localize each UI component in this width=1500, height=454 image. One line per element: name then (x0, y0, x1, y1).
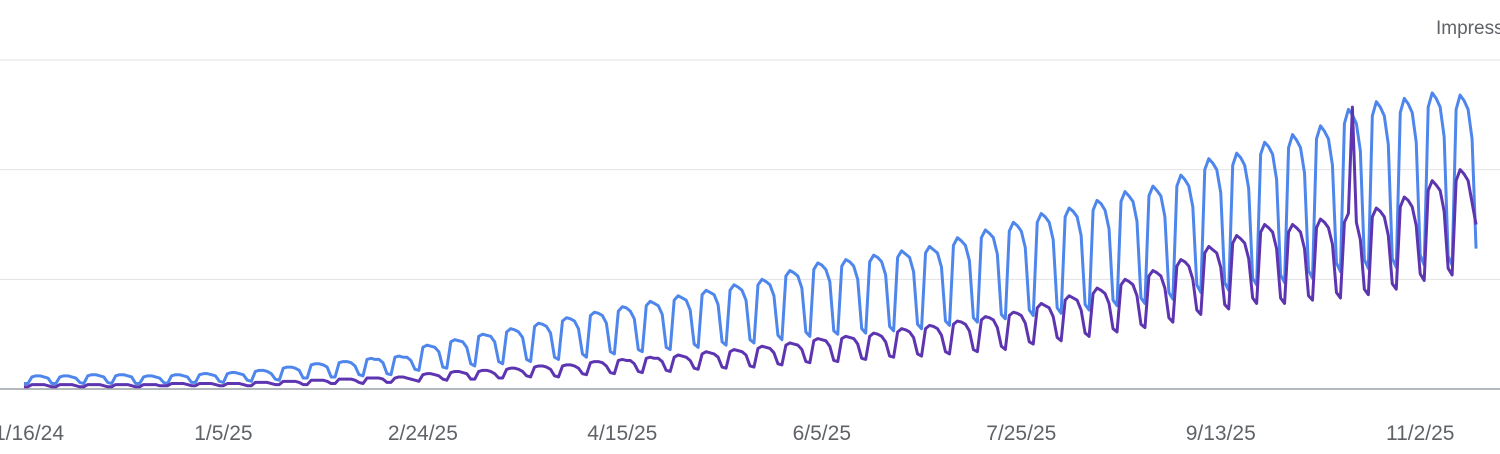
x-tick-label: 6/5/25 (793, 422, 851, 445)
x-tick-label: 7/25/25 (986, 422, 1056, 445)
series-line (23, 91, 1478, 386)
x-tick-label: 2/24/25 (388, 422, 458, 445)
x-tick-label: 4/15/25 (587, 422, 657, 445)
x-tick-label: 11/2/25 (1386, 422, 1455, 445)
x-tick-label: 1/5/25 (194, 422, 252, 445)
x-tick-label: 9/13/25 (1186, 422, 1256, 445)
x-tick-label: 11/16/24 (0, 422, 64, 445)
series-line (23, 105, 1478, 389)
axis-label: Impressions (1436, 18, 1500, 39)
